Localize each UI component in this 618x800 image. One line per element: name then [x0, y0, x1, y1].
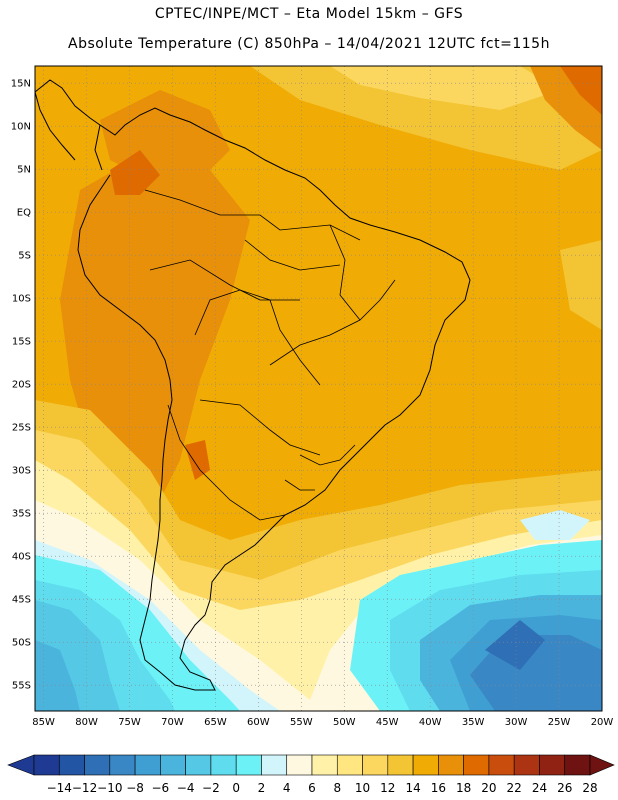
- colorbar: −14 −12 −10 −8 −6 −4 −2 0 2 4 6 8 10 12 14 16 18 20 22 24 26…: [7, 754, 615, 795]
- colorbar-box: [58, 754, 85, 776]
- lat-tick-label: 25S: [12, 423, 31, 434]
- colorbar-box: [513, 754, 540, 776]
- colorbar-box: [463, 754, 490, 776]
- lon-tick-label: 75W: [118, 717, 141, 728]
- colorbar-label: 14: [405, 781, 420, 795]
- map-gridlines: [35, 66, 603, 711]
- temperature-band-m6-se: [485, 620, 545, 670]
- colorbar-box: [134, 754, 161, 776]
- lat-tick-label: 15S: [12, 337, 31, 348]
- colorbar-label: 10: [355, 781, 370, 795]
- colorbar-box: [185, 754, 212, 776]
- colorbar-label: 24: [532, 781, 547, 795]
- lat-tick-label: 5S: [18, 251, 31, 262]
- lat-tick-label: 45S: [12, 595, 31, 606]
- colorbar-label: 2: [258, 781, 266, 795]
- lon-tick-label: 55W: [290, 717, 313, 728]
- map-frame: [34, 65, 603, 712]
- colorbar-label: 20: [481, 781, 496, 795]
- lat-tick-label: 15N: [11, 79, 31, 90]
- colorbar-label: −6: [152, 781, 170, 795]
- colorbar-label: 12: [380, 781, 395, 795]
- coastline: [35, 79, 471, 691]
- colorbar-box: [336, 754, 363, 776]
- temperature-band-16-east: [560, 240, 602, 330]
- colorbar-box: [362, 754, 389, 776]
- map-title-line2: Absolute Temperature (C) 850hPa – 14/04/…: [68, 36, 550, 52]
- colorbar-label: 4: [283, 781, 291, 795]
- lon-tick-label: 20W: [591, 717, 614, 728]
- temperature-band-20-ne: [560, 66, 602, 115]
- colorbar-box: [235, 754, 262, 776]
- lon-tick-label: 85W: [32, 717, 55, 728]
- temperature-band-m2-sw: [35, 640, 80, 711]
- colorbar-box: [438, 754, 464, 776]
- temperature-band-14: [330, 66, 560, 110]
- lat-tick-label: 20S: [12, 380, 31, 391]
- lon-tick-label: 70W: [161, 717, 184, 728]
- colorbar-label: 22: [507, 781, 522, 795]
- latitude-labels: 15N 10N 5N EQ 5S 10S 15S 20S 25S 30S 35S 40S 45S 50S 5…: [11, 79, 31, 692]
- lat-tick-label: 55S: [12, 681, 31, 692]
- temperature-band-20-north: [110, 150, 160, 195]
- colorbar-label: −14: [47, 781, 72, 795]
- colorbar-box: [109, 754, 136, 776]
- colorbar-box: [210, 754, 237, 776]
- colorbar-label: 0: [232, 781, 240, 795]
- colorbar-over-arrow: [589, 754, 615, 776]
- lat-tick-label: 40S: [12, 552, 31, 563]
- colorbar-box: [160, 754, 186, 776]
- colorbar-label: −2: [202, 781, 220, 795]
- lat-tick-label: EQ: [17, 208, 31, 219]
- colorbar-box: [84, 754, 111, 776]
- lon-tick-label: 25W: [548, 717, 571, 728]
- temperature-map: 15N 10N 5N EQ 5S 10S 15S 20S 25S 30S 35S 40S 45S 50S 5…: [11, 65, 613, 728]
- colorbar-label: −10: [97, 781, 122, 795]
- colorbar-boxes: [7, 754, 615, 776]
- colorbar-box: [33, 754, 60, 776]
- longitude-labels: 85W 80W 75W 70W 65W 60W 55W 50W 45W 40W 35W 30W 25W 2…: [32, 717, 613, 728]
- lat-tick-label: 50S: [12, 638, 31, 649]
- colorbar-box: [539, 754, 566, 776]
- colorbar-label: 26: [557, 781, 572, 795]
- lon-tick-label: 80W: [75, 717, 98, 728]
- colorbar-under-arrow: [7, 754, 35, 776]
- lat-tick-label: 30S: [12, 466, 31, 477]
- colorbar-label: 18: [456, 781, 471, 795]
- colorbar-box: [564, 754, 591, 776]
- lon-tick-label: 40W: [419, 717, 442, 728]
- colorbar-box: [387, 754, 414, 776]
- lon-tick-label: 50W: [333, 717, 356, 728]
- lat-tick-label: 10S: [12, 294, 31, 305]
- country-borders: [144, 189, 396, 521]
- colorbar-box: [412, 754, 439, 776]
- colorbar-label: −8: [126, 781, 144, 795]
- map-title-line1: CPTEC/INPE/MCT – Eta Model 15km – GFS: [154, 6, 464, 22]
- colorbar-box: [311, 754, 338, 776]
- lat-tick-label: 5N: [17, 165, 31, 176]
- lat-tick-label: 35S: [12, 509, 31, 520]
- lat-tick-label: 10N: [11, 122, 31, 133]
- lon-tick-label: 45W: [376, 717, 399, 728]
- colorbar-label: 8: [333, 781, 341, 795]
- lon-tick-label: 35W: [462, 717, 485, 728]
- temperature-band-6-se: [520, 510, 590, 540]
- colorbar-label: 6: [308, 781, 316, 795]
- colorbar-label: −4: [177, 781, 195, 795]
- colorbar-box: [286, 754, 313, 776]
- colorbar-box: [488, 754, 515, 776]
- colorbar-labels: −14 −12 −10 −8 −6 −4 −2 0 2 4 6 8 10 12 14 16 18 20 22 24 26…: [47, 781, 598, 795]
- lon-tick-label: 65W: [204, 717, 227, 728]
- lon-tick-label: 30W: [505, 717, 528, 728]
- colorbar-label: 16: [431, 781, 446, 795]
- colorbar-label: 28: [582, 781, 597, 795]
- lon-tick-label: 60W: [247, 717, 270, 728]
- colorbar-label: −12: [72, 781, 97, 795]
- colorbar-box: [261, 754, 288, 776]
